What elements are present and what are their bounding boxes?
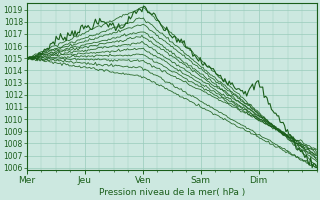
X-axis label: Pression niveau de la mer( hPa ): Pression niveau de la mer( hPa ) — [99, 188, 245, 197]
